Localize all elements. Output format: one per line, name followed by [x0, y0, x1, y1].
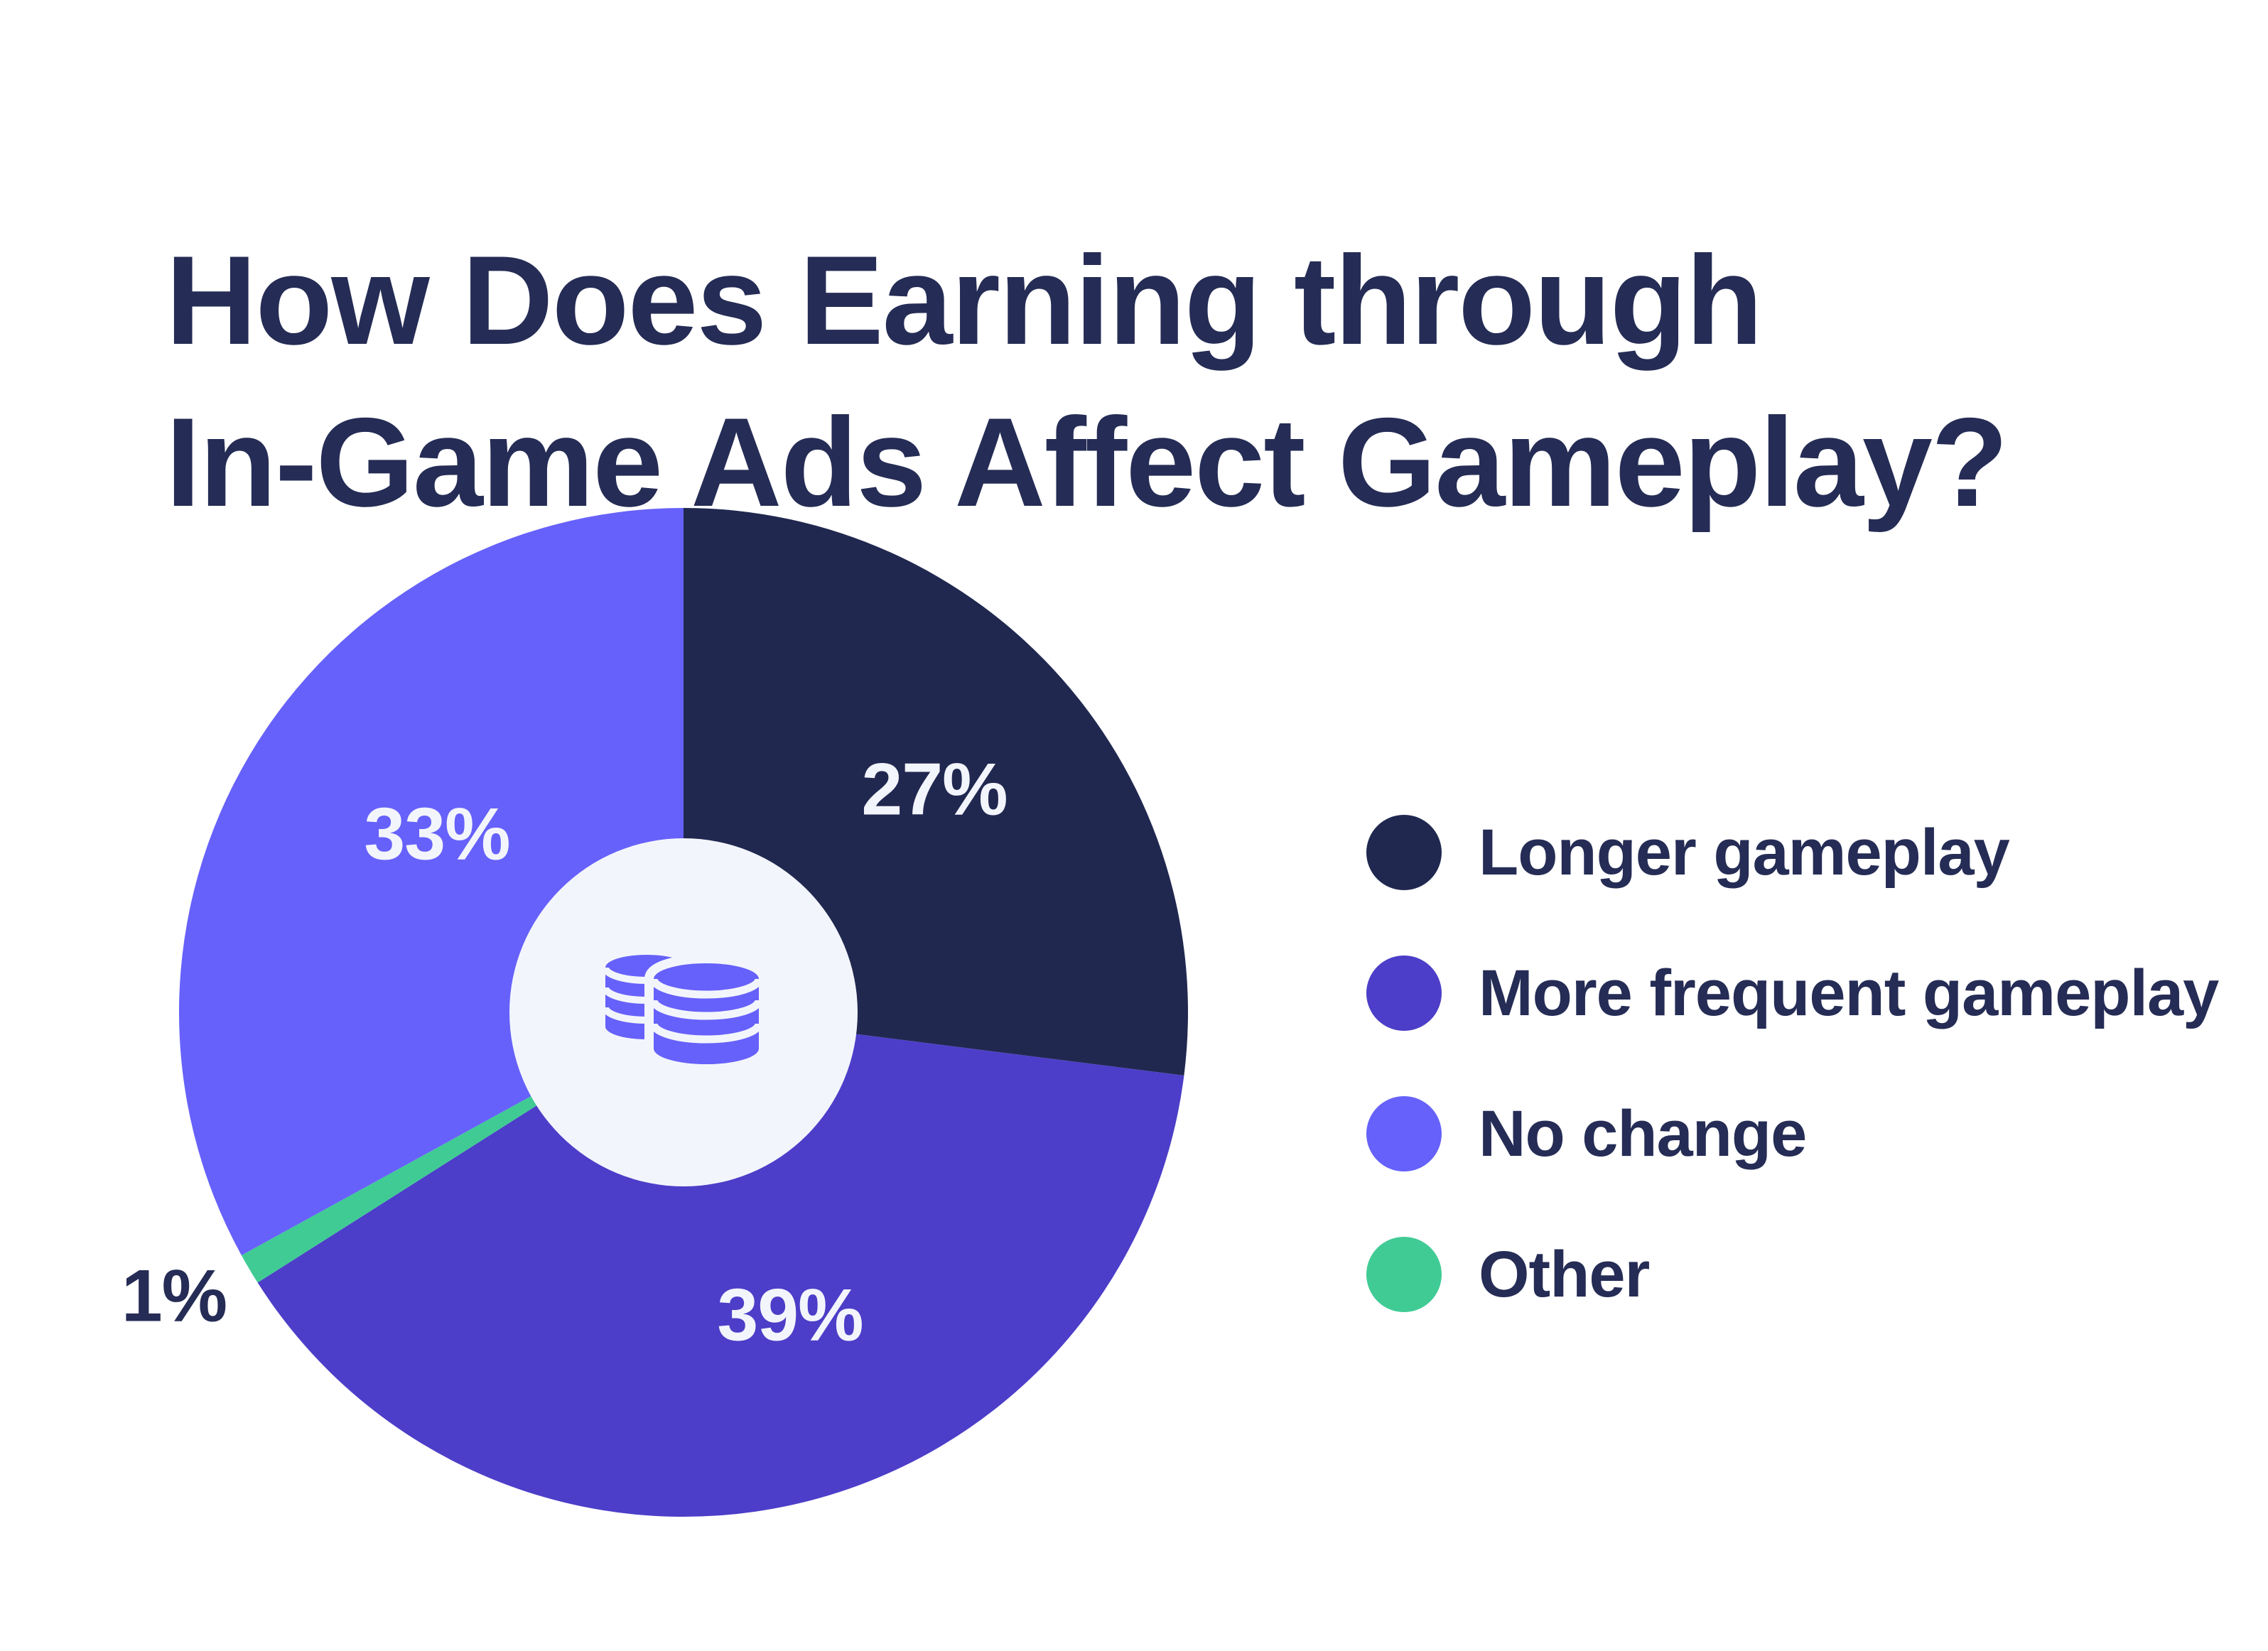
legend-item-no-change: No change [1366, 1096, 2218, 1171]
legend-item-longer-gameplay: Longer gameplay [1366, 815, 2218, 890]
legend-label: More frequent gameplay [1479, 956, 2219, 1029]
legend-swatch [1366, 956, 1442, 1031]
legend-label: Other [1479, 1238, 1650, 1311]
coin-line [649, 1023, 763, 1044]
slice-label-other: 1% [121, 1255, 227, 1338]
pie-slice-more-frequent-gameplay [257, 1012, 1184, 1517]
slice-label-longer-gameplay: 27% [861, 748, 1008, 831]
coins-icon [602, 954, 768, 1073]
legend-label: No change [1479, 1097, 1807, 1170]
slice-label-more-frequent-gameplay: 39% [717, 1274, 863, 1357]
legend-swatch [1366, 1237, 1442, 1312]
legend: Longer gameplay More frequent gameplay No … [1366, 815, 2219, 1312]
legend-swatch [1366, 815, 1442, 890]
legend-swatch [1366, 1096, 1442, 1171]
legend-item-other: Other [1366, 1237, 2218, 1312]
page-title: How Does Earning through In-Game Ads Aff… [166, 229, 2009, 534]
pie-chart [179, 508, 1188, 1517]
slice-label-no-change: 33% [364, 793, 510, 876]
coin-line [649, 978, 763, 999]
legend-label: Longer gameplay [1479, 816, 2010, 889]
legend-item-more-frequent-gameplay: More frequent gameplay [1366, 956, 2219, 1031]
coin-line [649, 1000, 763, 1020]
